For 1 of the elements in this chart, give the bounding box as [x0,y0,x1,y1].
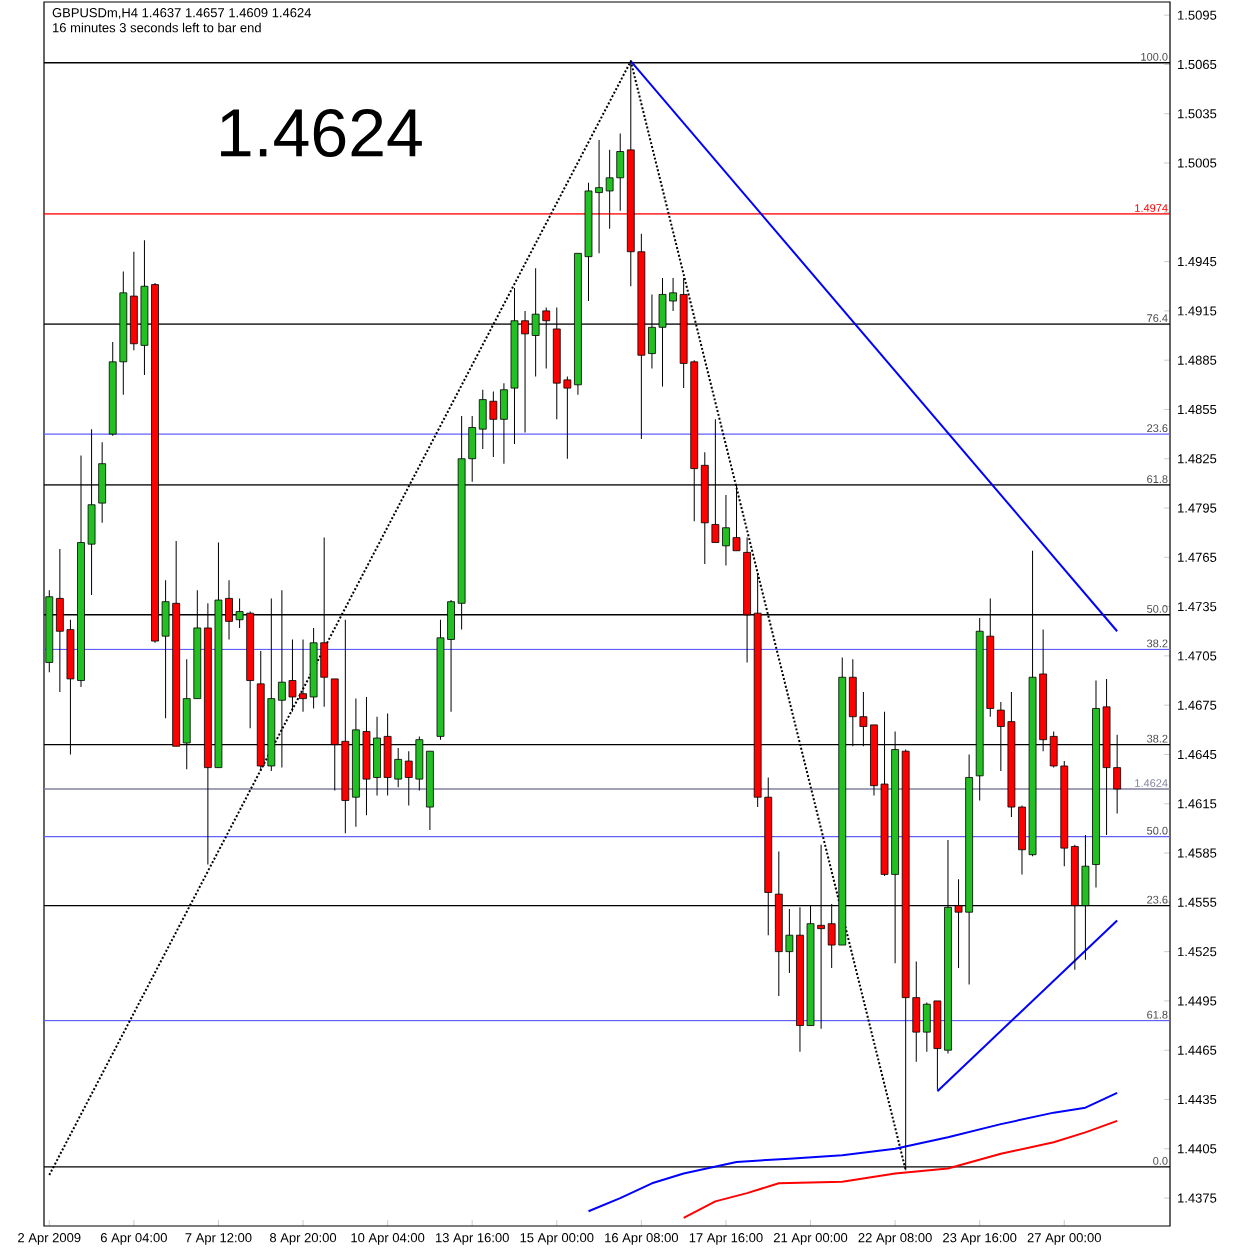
annotation: 1.4624 [221,108,422,158]
